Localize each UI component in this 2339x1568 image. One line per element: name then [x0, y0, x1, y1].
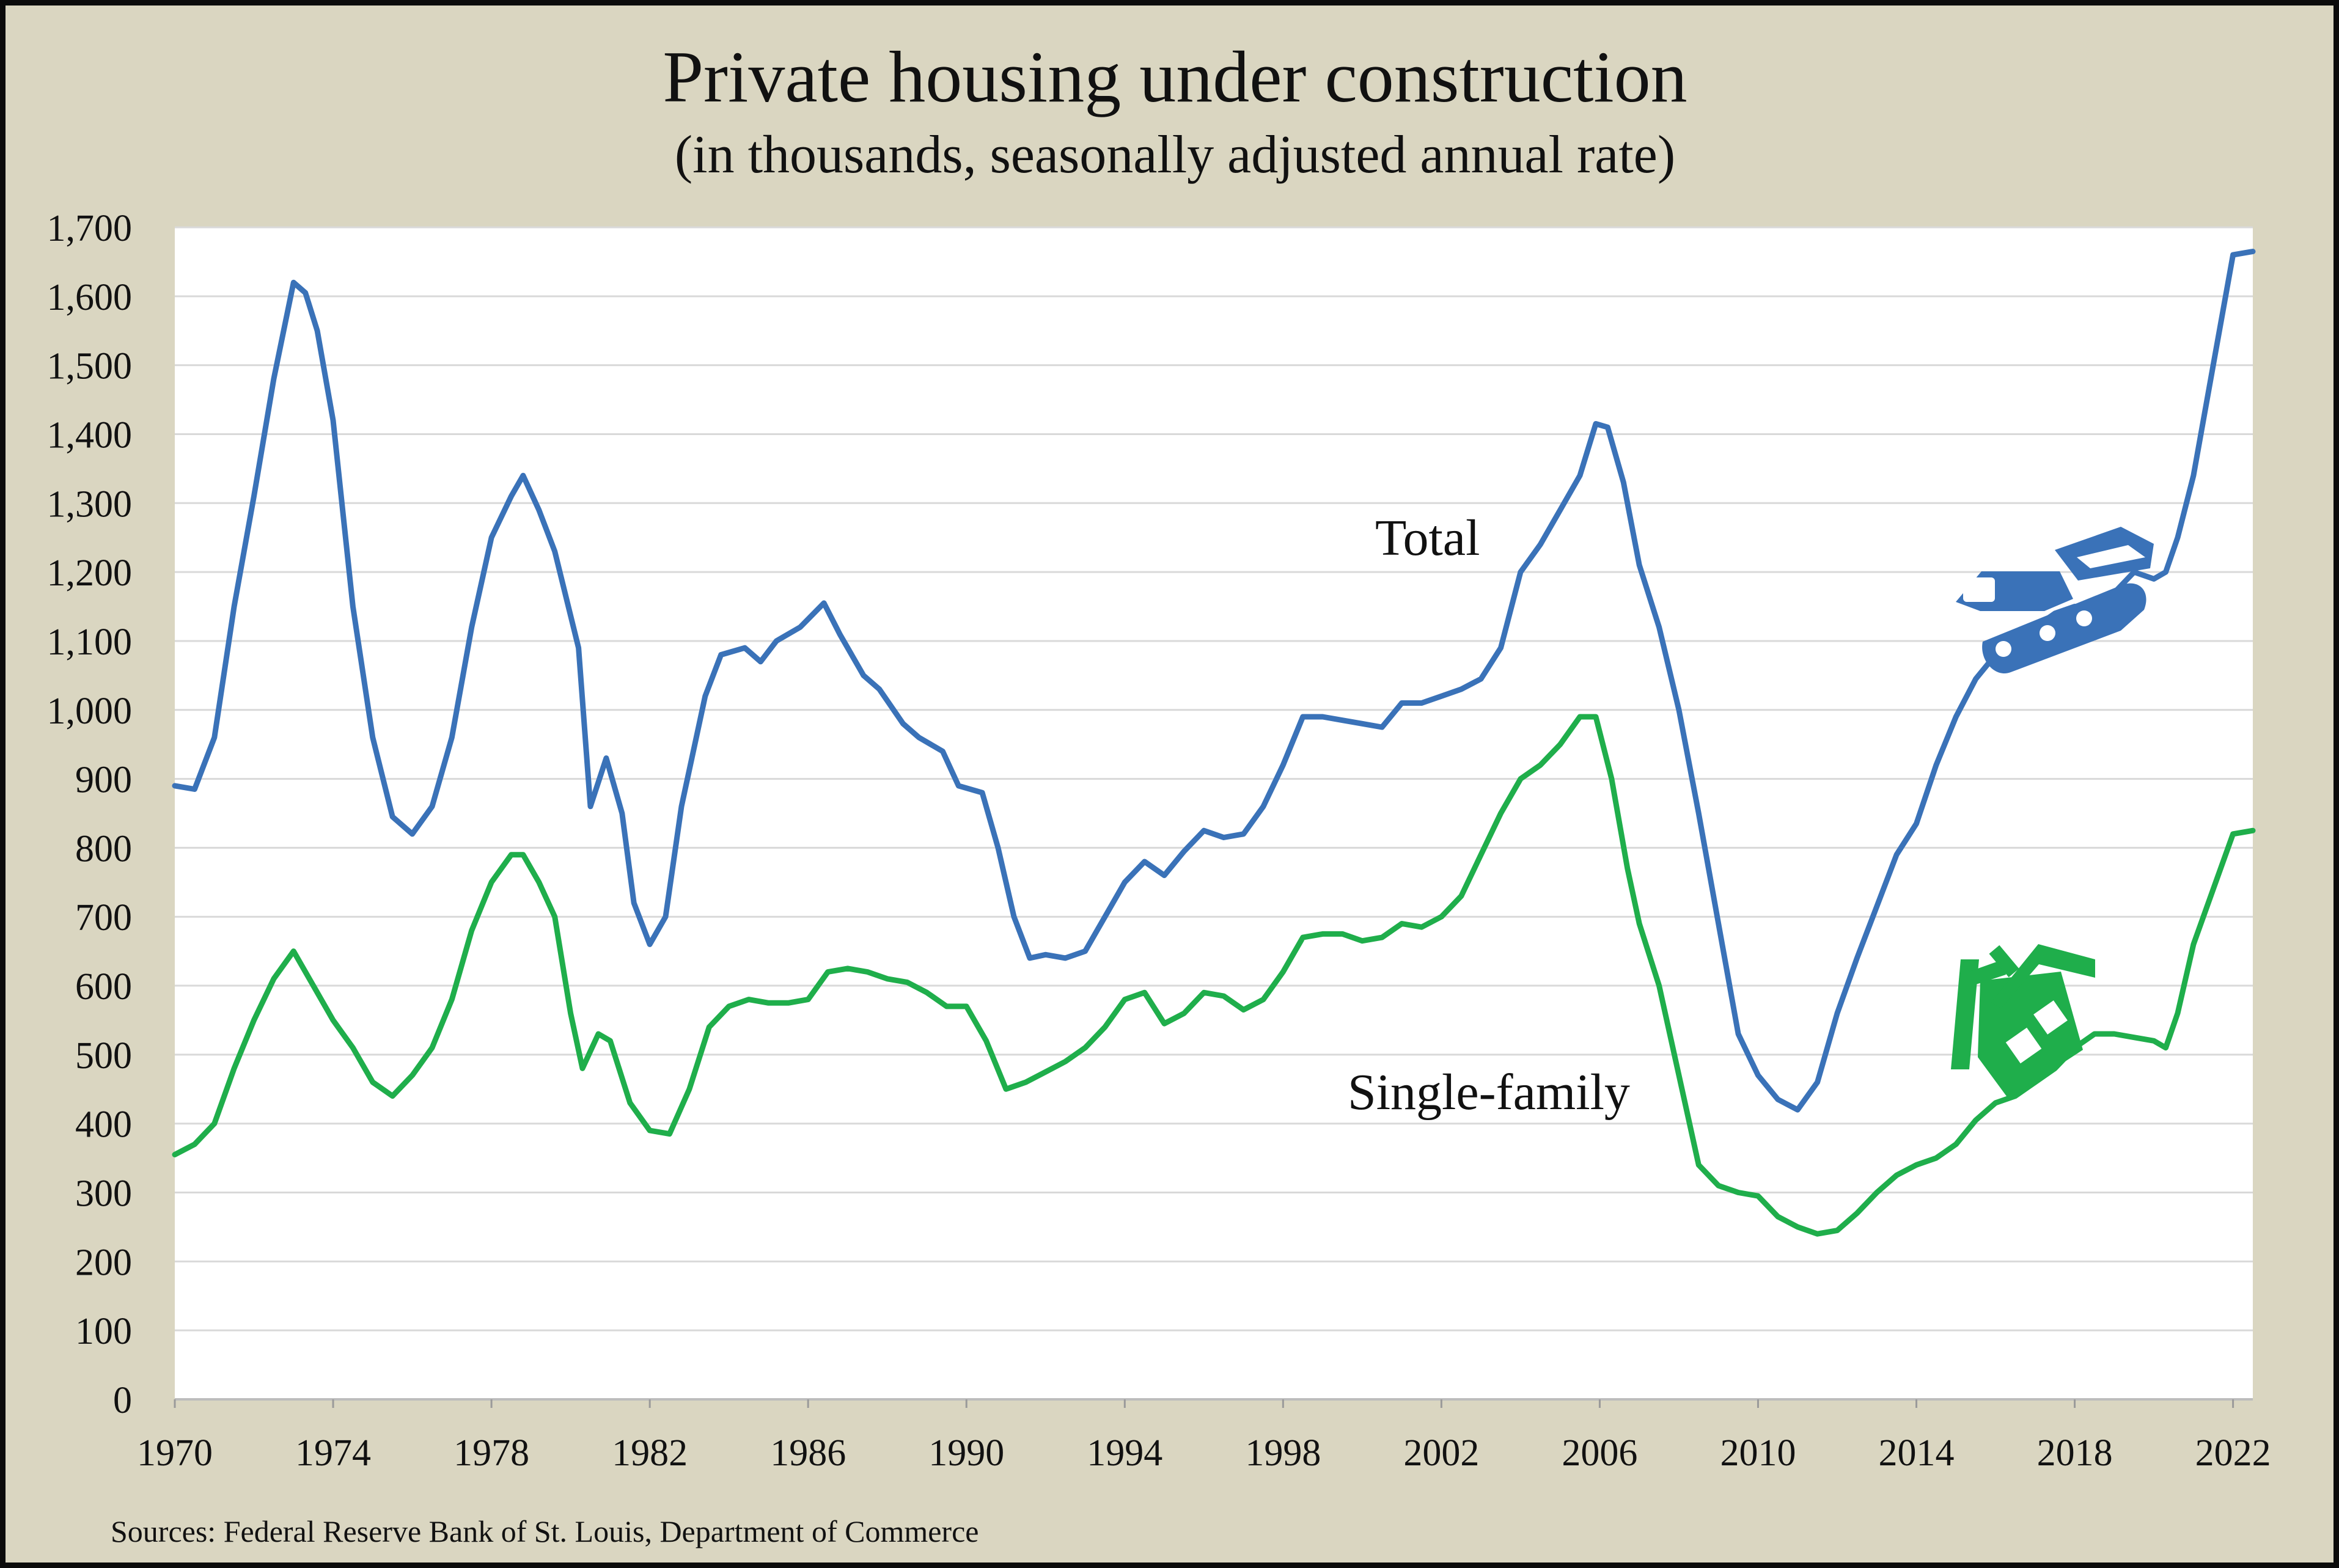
total-series-label: Total: [1375, 510, 1480, 566]
x-tick-label: 1970: [137, 1432, 213, 1474]
x-tick-label: 2018: [2037, 1432, 2113, 1474]
x-tick-label: 2006: [1562, 1432, 1637, 1474]
x-tick-label: 2014: [1879, 1432, 1955, 1474]
chart-subtitle: (in thousands, seasonally adjusted annua…: [674, 125, 1676, 185]
y-tick-label: 100: [75, 1311, 132, 1352]
y-tick-label: 1,400: [47, 414, 133, 456]
y-tick-label: 1,100: [47, 621, 133, 663]
y-tick-label: 1,600: [47, 277, 133, 318]
x-tick-label: 1978: [453, 1432, 529, 1474]
source-note: Sources: Federal Reserve Bank of St. Lou…: [111, 1514, 979, 1548]
plot-area: [175, 227, 2253, 1399]
y-tick-label: 300: [75, 1173, 132, 1215]
y-tick-label: 700: [75, 897, 132, 939]
single-family-series-label: Single-family: [1348, 1064, 1630, 1121]
y-tick-label: 600: [75, 966, 132, 1008]
y-tick-label: 1,700: [47, 208, 133, 249]
x-tick-label: 1986: [770, 1432, 846, 1474]
y-tick-label: 500: [75, 1035, 132, 1077]
y-tick-label: 800: [75, 828, 132, 870]
y-tick-label: 1,000: [47, 691, 133, 732]
x-axis-ticks: 1970 1974 1978 1982 1986 1990 1994 1998 2002 2006…: [137, 1399, 2271, 1474]
y-tick-label: 400: [75, 1104, 132, 1146]
x-tick-label: 1998: [1245, 1432, 1321, 1474]
x-tick-label: 1994: [1087, 1432, 1162, 1474]
x-tick-label: 1982: [612, 1432, 688, 1474]
y-axis-ticks: 0 100 200 300 400 500 600 700 800 900 1,000 1,100 1,…: [47, 208, 133, 1421]
y-tick-label: 200: [75, 1242, 132, 1283]
x-tick-label: 1974: [295, 1432, 371, 1474]
y-tick-label: 1,300: [47, 483, 133, 525]
single-family-series-line: [172, 714, 2256, 1237]
total-series-line: [172, 249, 2256, 1113]
x-tick-label: 2002: [1403, 1432, 1479, 1474]
y-tick-label: 1,200: [47, 552, 133, 594]
house-icon: [1951, 944, 2095, 1099]
chart-title: Private housing under construction: [663, 36, 1687, 117]
series-lines: [172, 249, 2256, 1237]
bulldozer-icon: [1956, 527, 2154, 673]
x-tick-label: 2010: [1720, 1432, 1796, 1474]
y-tick-label: 0: [113, 1380, 132, 1421]
x-tick-label: 1990: [928, 1432, 1004, 1474]
series-labels: Total Single-family: [1348, 510, 1630, 1121]
y-tick-label: 1,500: [47, 346, 133, 387]
y-tick-label: 900: [75, 760, 132, 801]
grid-lines: [175, 226, 2253, 1401]
x-tick-label: 2022: [2195, 1432, 2271, 1474]
